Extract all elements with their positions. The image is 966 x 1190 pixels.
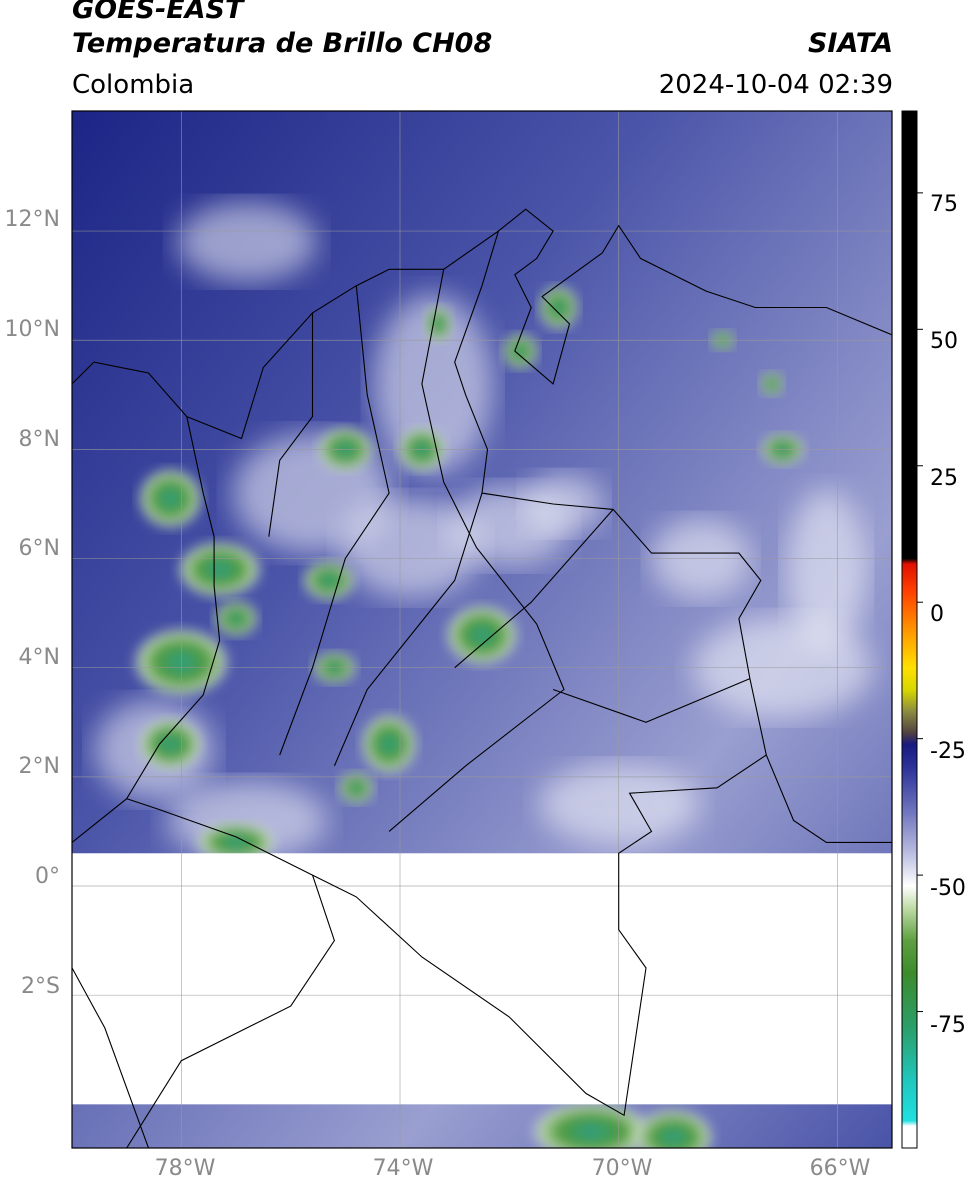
no-data-band	[72, 853, 892, 1105]
boundary-line	[388, 269, 565, 832]
lon-tick-70w: 70°W	[591, 1156, 653, 1181]
lat-tick-4n: 4°N	[18, 645, 60, 670]
boundary-line	[333, 492, 483, 767]
boundary-line	[552, 678, 751, 723]
agency-label: SIATA	[807, 28, 893, 59]
boundary-line	[279, 285, 390, 756]
map-frame	[71, 110, 893, 1149]
lat-tick-2n: 2°N	[18, 754, 60, 779]
convective-cell	[338, 771, 375, 804]
lon-tick-78w: 78°W	[154, 1156, 216, 1181]
convective-cell	[759, 371, 784, 396]
lat-tick-12n: 12°N	[4, 207, 60, 232]
cold-cloud-patch	[786, 489, 867, 650]
lat-tick-6n: 6°N	[18, 536, 60, 561]
colorbar-tick-50: 50	[930, 329, 958, 354]
convective-cell	[138, 718, 203, 771]
convective-cell	[424, 305, 453, 342]
convective-cell	[531, 1101, 652, 1148]
convective-cell	[538, 285, 579, 330]
cold-cloud-patch	[524, 473, 604, 534]
colorbar-tick-minus25: -25	[930, 739, 966, 764]
cold-cloud-patch	[340, 497, 481, 598]
convective-cell	[502, 333, 539, 370]
boundary-line	[72, 967, 150, 1148]
convective-cell	[302, 560, 355, 601]
lat-tick-0: 0°	[35, 864, 60, 889]
boundary-line	[268, 312, 314, 537]
region-label: Colombia	[72, 70, 195, 100]
colorbar-tick-0: 0	[930, 602, 944, 627]
lat-tick-2s: 2°S	[21, 974, 60, 999]
convective-cell	[196, 822, 276, 863]
boundary-line	[454, 230, 892, 843]
boundary-line	[186, 208, 892, 440]
lat-tick-10n: 10°N	[4, 317, 60, 342]
lon-tick-66w: 66°W	[809, 1156, 871, 1181]
product-title: Temperatura de Brillo CH08	[72, 28, 493, 59]
boundary-line	[72, 416, 221, 843]
colorbar-tick-minus50: -50	[930, 876, 966, 901]
convective-cell	[361, 714, 418, 775]
colorbar-tick-75: 75	[930, 192, 958, 217]
convective-cell	[633, 1109, 714, 1148]
datetime-label: 2024-10-04 02:39	[658, 70, 893, 100]
convective-cell	[177, 541, 262, 598]
convective-cell	[214, 600, 258, 637]
convective-cell	[138, 468, 203, 529]
lon-tick-74w: 74°W	[372, 1156, 434, 1181]
colorbar-tick-minus75: -75	[930, 1013, 966, 1038]
satellite-title: GOES-EAST	[72, 0, 244, 25]
boundary-line	[126, 754, 767, 1117]
convective-cell	[446, 604, 518, 665]
colorbar-tick-25: 25	[930, 466, 958, 491]
boundary-line	[126, 874, 336, 1148]
boundary-line	[454, 509, 614, 669]
colorbar	[901, 110, 918, 1149]
boundary-line	[72, 361, 188, 417]
lat-tick-8n: 8°N	[18, 427, 60, 452]
cold-cloud-patch	[176, 201, 317, 282]
